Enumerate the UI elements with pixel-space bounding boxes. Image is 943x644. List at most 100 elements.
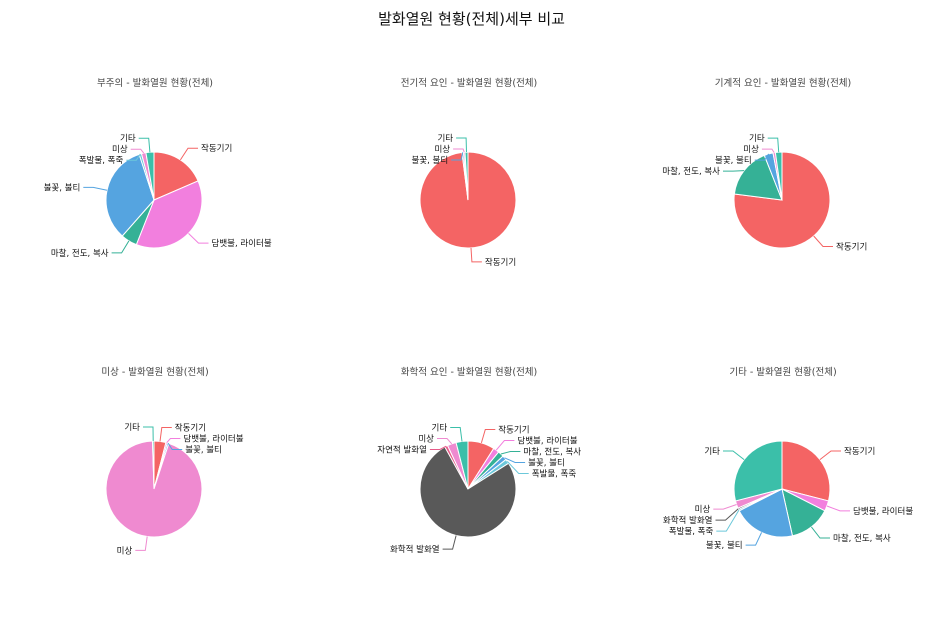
slice-label: 기타 <box>432 424 448 434</box>
pie-title: 전기적 요인 - 발화열원 현황(전체) <box>400 78 538 89</box>
slice-label: 자연적 발화열 <box>377 445 427 456</box>
label-line <box>166 438 181 444</box>
label-line <box>767 137 780 153</box>
pie-title: 기계적 요인 - 발화열원 현황(전체) <box>714 78 852 89</box>
pie-panel-chemical: 화학적 요인 - 발화열원 현황(전체) 작동기기 담뱃불, 라이터불 마찰, 전도… <box>314 364 624 644</box>
pie-title: 기타 - 발화열원 현황(전체) <box>729 367 837 378</box>
slice-label: 담뱃불, 라이터불 <box>183 434 243 445</box>
slice-label: 기타 <box>704 447 720 457</box>
pie-title: 화학적 요인 - 발화열원 현황(전체) <box>400 367 538 378</box>
slice-label: 폭발물, 폭죽 <box>532 469 577 480</box>
slice-마찰-전도-복사[interactable] <box>733 154 783 201</box>
label-line <box>456 137 467 153</box>
label-line <box>135 536 148 551</box>
label-line <box>723 170 745 172</box>
slice-label: 작동기기 <box>498 425 529 436</box>
label-line <box>167 442 183 450</box>
label-line <box>761 148 775 153</box>
slice-label: 담뱃불, 라이터불 <box>212 238 272 249</box>
label-line <box>504 457 526 463</box>
label-line <box>437 438 453 445</box>
label-line <box>442 535 457 550</box>
label-line <box>826 505 850 512</box>
slice-label: 미상 <box>695 504 711 515</box>
slice-label: 작동기기 <box>201 143 232 154</box>
label-line <box>506 461 529 474</box>
label-line <box>819 450 841 460</box>
slice-label: 마찰, 전도, 복사 <box>833 533 891 544</box>
slice-label: 작동기기 <box>485 257 516 268</box>
slice-작동기기[interactable] <box>733 151 831 249</box>
slice-label: 기타 <box>749 134 765 144</box>
slice-label: 마찰, 전도, 복사 <box>662 166 720 177</box>
label-line <box>754 153 770 161</box>
slice-label: 기타 <box>120 134 136 144</box>
label-line <box>716 509 740 532</box>
slice-기타[interactable] <box>151 440 155 490</box>
slice-작동기기[interactable] <box>153 151 199 201</box>
slice-label: 불꽃, 불티 <box>528 458 565 469</box>
slice-label: 기타 <box>437 134 453 144</box>
slice-label: 불꽃, 불티 <box>44 182 81 193</box>
slice-기타[interactable] <box>464 151 469 201</box>
slice-label: 기타 <box>124 423 140 433</box>
label-line <box>143 426 154 442</box>
slice-label: 미상 <box>117 545 133 556</box>
slice-label: 담뱃불, 라이터불 <box>853 506 913 517</box>
slice-label: 마찰, 전도, 복사 <box>523 447 581 458</box>
pie-panel-electrical: 전기적 요인 - 발화열원 현황(전체) 작동기기 기타 미상 불꽃, 불티 <box>314 75 624 355</box>
label-line <box>429 445 447 450</box>
label-line <box>715 508 739 521</box>
slice-label: 화학적 발화열 <box>390 544 440 555</box>
slice-label: 작동기기 <box>836 242 867 253</box>
label-line <box>126 153 141 161</box>
label-line <box>453 148 465 153</box>
slice-label: 미상 <box>418 434 434 445</box>
pie-panel-mechanical: 기계적 요인 - 발화열원 현황(전체) 작동기기 기타 미상 불꽃, 불티 마찰, 전… <box>628 75 938 355</box>
slice-label: 폭발물, 폭죽 <box>669 526 714 537</box>
label-line <box>723 450 745 460</box>
label-line <box>811 526 830 539</box>
label-line <box>451 152 464 161</box>
label-line <box>111 240 130 254</box>
pie-title: 부주의 - 발화열원 현황(전체) <box>96 78 214 89</box>
slice-label: 미상 <box>434 144 450 155</box>
slice-label: 미상 <box>743 144 759 155</box>
label-line <box>745 532 763 546</box>
slice-label: 마찰, 전도, 복사 <box>51 248 109 259</box>
label-line <box>470 247 482 263</box>
label-line <box>450 427 463 442</box>
slice-기타[interactable] <box>774 151 783 201</box>
label-line <box>500 451 521 455</box>
chart-title: 발화열원 현황(전체)세부 비교 <box>378 10 565 28</box>
slice-label: 불꽃, 불티 <box>715 155 752 166</box>
label-line <box>188 233 209 244</box>
label-line <box>130 148 145 154</box>
slice-label: 화학적 발화열 <box>663 515 713 526</box>
label-line <box>159 427 172 442</box>
label-line <box>83 186 108 191</box>
label-line <box>480 429 496 444</box>
slice-label: 불꽃, 불티 <box>706 540 743 551</box>
label-line <box>179 147 198 161</box>
slice-불꽃-불티[interactable] <box>738 488 794 538</box>
slice-label: 작동기기 <box>844 446 875 457</box>
slice-label: 담뱃불, 라이터불 <box>517 436 577 447</box>
slice-label: 미상 <box>112 144 128 155</box>
slice-label: 작동기기 <box>175 423 206 434</box>
label-line <box>713 504 737 510</box>
slice-label: 불꽃, 불티 <box>412 155 449 166</box>
label-line <box>813 235 833 247</box>
slice-label: 폭발물, 폭죽 <box>79 155 124 166</box>
slice-담뱃불-라이터불[interactable] <box>135 180 203 249</box>
slice-label: 불꽃, 불티 <box>185 445 222 456</box>
pie-title: 미상 - 발화열원 현황(전체) <box>101 367 209 378</box>
